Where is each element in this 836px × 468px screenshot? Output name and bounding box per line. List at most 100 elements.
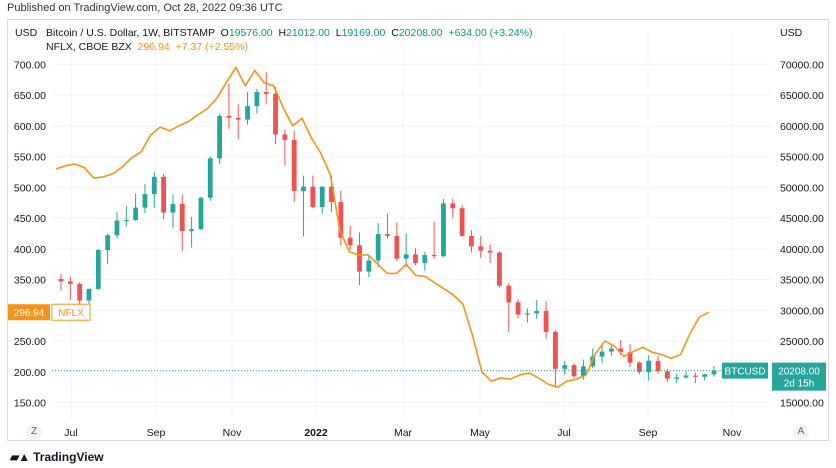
candle-body (599, 351, 605, 357)
candle-body (347, 237, 353, 246)
nflx-series-line (55, 65, 710, 389)
btc-candle (375, 223, 381, 268)
right-tick-label: 45000.00 (780, 213, 824, 225)
btc-candle (151, 171, 157, 208)
btc-candle (534, 299, 540, 319)
candle-body (385, 234, 390, 236)
candle-body (431, 254, 437, 257)
right-tick-label: 40000.00 (780, 244, 824, 256)
nflx-legend[interactable]: NFLX, CBOE BZX 296.94 +7.37 (+2.55%) (46, 41, 248, 53)
auto-scale-a-button[interactable]: A (793, 424, 809, 440)
candle-body (627, 352, 633, 363)
btc-candle (366, 254, 372, 278)
candle-body (525, 313, 530, 315)
candle-body (487, 250, 493, 253)
btc-candle (338, 190, 344, 246)
btc-close: 20208.00 (398, 27, 443, 39)
candle-body (478, 246, 484, 251)
candle-body (123, 219, 129, 221)
candle-body (581, 366, 586, 377)
candle-body (683, 375, 689, 378)
x-tick-label: Nov (223, 427, 242, 439)
candle-body (618, 348, 624, 353)
candle-body (413, 254, 418, 263)
right-tick-label: 70000.00 (780, 59, 824, 71)
left-tick-label: 600.00 (14, 121, 46, 133)
candle-body (95, 250, 101, 289)
nflx-label-badge (51, 303, 91, 321)
btc-open: 19576.00 (228, 27, 273, 39)
left-tick-label: 250.00 (14, 336, 46, 348)
btc-candle (310, 175, 316, 209)
brand-name: TradingView (33, 450, 104, 464)
left-tick-label: 450.00 (14, 213, 46, 225)
x-tick-label: Jul (64, 427, 77, 439)
right-tick-label: 65000.00 (780, 90, 824, 102)
x-tick-label: May (470, 427, 491, 439)
left-tick-label: 150.00 (14, 398, 46, 410)
left-tick-label: 200.00 (14, 367, 46, 379)
candle-body (86, 288, 92, 301)
candle-body (161, 176, 167, 213)
candle-body (469, 235, 474, 247)
candle-body (403, 254, 409, 259)
candle-body (450, 203, 456, 209)
btc-legend[interactable]: Bitcoin / U.S. Dollar, 1W, BITSTAMP O195… (46, 27, 533, 39)
candle-body (207, 158, 213, 198)
btc-candle (123, 205, 129, 227)
btc-candle (422, 251, 428, 271)
btc-candle (273, 87, 278, 145)
x-tick-label: Sep (147, 427, 166, 439)
btc-candle (711, 365, 717, 377)
btc-candle (245, 91, 250, 125)
candle-body (301, 186, 306, 192)
btc-legend-title: Bitcoin / U.S. Dollar, 1W, BITSTAMP (46, 27, 215, 39)
auto-scale-z-button[interactable]: Z (26, 424, 42, 440)
btc-candle (459, 205, 465, 237)
right-tick-label: 60000.00 (780, 121, 824, 133)
btc-candle (683, 371, 689, 379)
btc-candle (646, 355, 652, 381)
btc-candle (525, 308, 530, 323)
nflx-value: 296.94 (137, 41, 170, 53)
btc-candle (198, 196, 204, 231)
btc-candle (431, 221, 437, 259)
candle-body (310, 186, 316, 208)
btc-label-badge (722, 362, 768, 379)
left-tick-label: 550.00 (14, 152, 46, 164)
btc-candle (403, 233, 409, 268)
candle-body (497, 252, 502, 286)
chart-frame[interactable] (7, 19, 829, 441)
nflx-price-badge-text: 296.94 (14, 308, 45, 319)
candle-body (655, 360, 661, 372)
btc-low: 19169.00 (341, 27, 386, 39)
btc-price-badge-text: 20208.00 (778, 367, 820, 378)
tradingview-logo-icon: ▰▲ (10, 450, 30, 464)
nflx-label-badge-text: NFLX (58, 308, 84, 319)
candle-body (179, 203, 185, 232)
right-tick-label: 35000.00 (780, 275, 824, 287)
candle-body (636, 362, 642, 372)
candle-body (553, 331, 558, 369)
candle-body (245, 106, 250, 120)
candle-body (67, 281, 73, 284)
btc-candle (207, 156, 213, 201)
btc-candle (77, 282, 83, 308)
btc-candle (319, 186, 325, 214)
btc-candle (95, 248, 101, 291)
candle-body (394, 235, 400, 259)
btc-candle (347, 226, 353, 251)
btc-candle (179, 194, 185, 252)
btc-candle (543, 301, 549, 339)
btc-candle (599, 345, 605, 364)
candle-body (291, 139, 297, 192)
right-tick-label: 50000.00 (780, 182, 824, 194)
candle-body (254, 91, 260, 107)
candle-body (562, 365, 568, 369)
x-tick-label: Nov (723, 427, 742, 439)
left-tick-label: 350.00 (14, 275, 46, 287)
nflx-price-badge (8, 304, 50, 321)
candle-body (515, 302, 521, 315)
btc-candle (562, 360, 568, 375)
